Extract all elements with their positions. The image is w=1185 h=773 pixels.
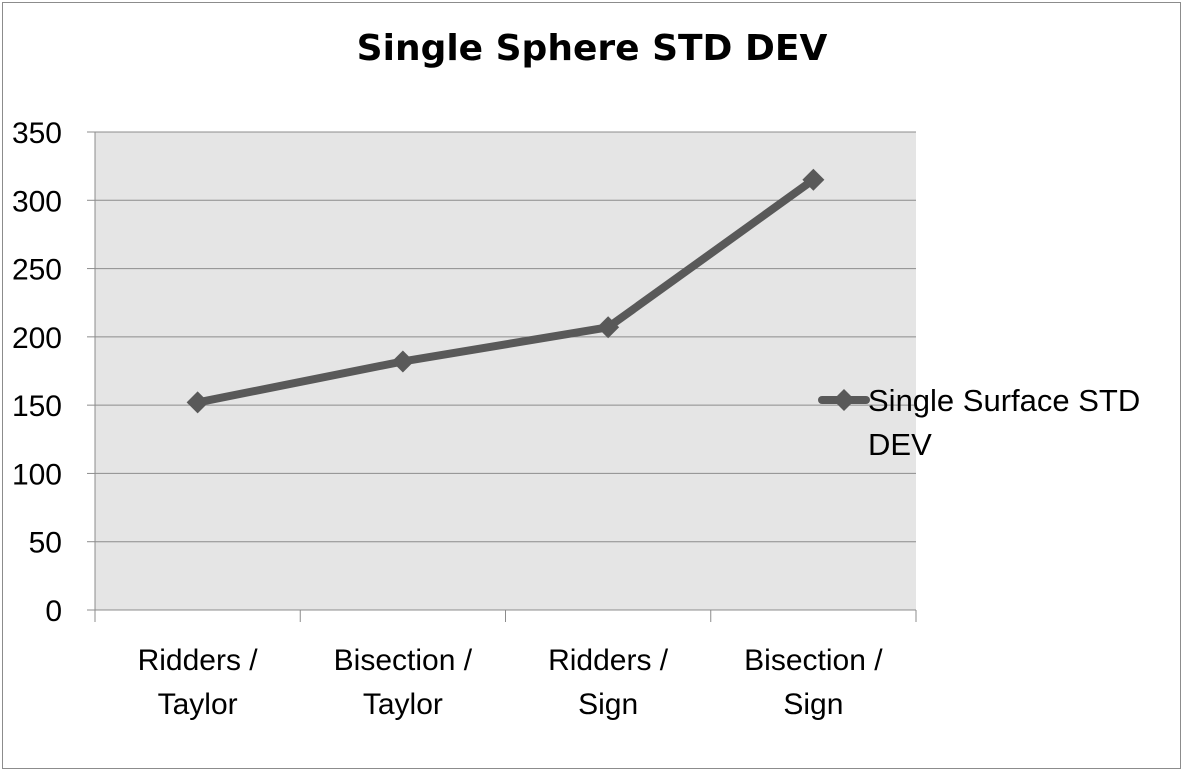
legend-marker-swatch: [833, 389, 855, 411]
axes: [94, 132, 917, 622]
y-tick-label: 200: [12, 322, 62, 355]
y-tick-label: 250: [12, 254, 62, 287]
y-tick-label: 0: [45, 595, 62, 628]
y-tick-label: 350: [12, 117, 62, 150]
x-tick-label: Bisection / Taylor: [334, 644, 473, 721]
y-tick-label: 100: [12, 458, 62, 491]
legend-label: Single Surface STD DEV: [868, 383, 1140, 462]
series-group: [186, 168, 825, 414]
data-point-marker: [802, 168, 825, 191]
data-point-marker: [597, 316, 620, 339]
gridlines: [87, 131, 916, 611]
chart-title: Single Sphere STD DEV: [357, 28, 828, 69]
plot-area: [95, 132, 916, 610]
data-point-marker: [391, 350, 414, 373]
y-tick-label: 50: [29, 527, 62, 560]
x-axis-tick-labels: Ridders / Taylor Bisection / Taylor Ridders …: [138, 644, 884, 721]
series-line: [193, 175, 818, 407]
data-point-marker: [186, 391, 209, 414]
x-tick-label: Bisection / Sign: [744, 644, 883, 721]
legend: Single Surface STD DEV: [818, 383, 1140, 462]
y-tick-label: 300: [12, 185, 62, 218]
y-tick-label: 150: [12, 390, 62, 423]
x-tick-label: Ridders / Sign: [548, 644, 669, 721]
y-axis-tick-labels: 0 50 100 150 200 250 300 350: [12, 117, 62, 628]
x-tick-label: Ridders / Taylor: [138, 644, 259, 721]
